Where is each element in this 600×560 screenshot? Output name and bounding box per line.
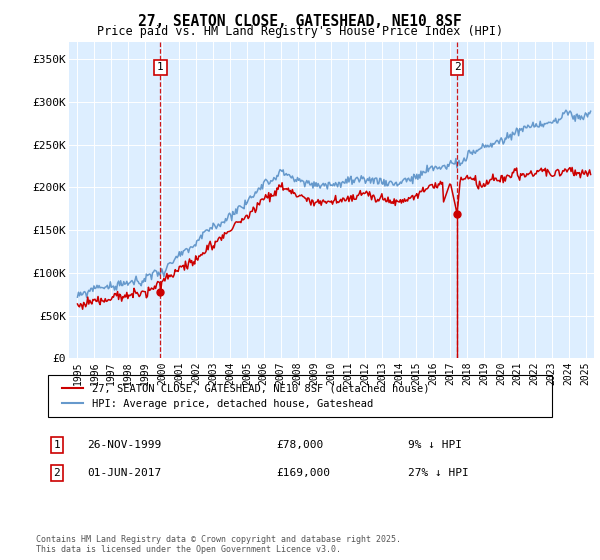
Text: £169,000: £169,000 xyxy=(276,468,330,478)
Text: Contains HM Land Registry data © Crown copyright and database right 2025.
This d: Contains HM Land Registry data © Crown c… xyxy=(36,535,401,554)
Text: 27% ↓ HPI: 27% ↓ HPI xyxy=(408,468,469,478)
Text: 1: 1 xyxy=(157,62,164,72)
Text: 2: 2 xyxy=(454,62,461,72)
Text: 9% ↓ HPI: 9% ↓ HPI xyxy=(408,440,462,450)
Legend: 27, SEATON CLOSE, GATESHEAD, NE10 8SF (detached house), HPI: Average price, deta: 27, SEATON CLOSE, GATESHEAD, NE10 8SF (d… xyxy=(58,380,433,413)
Text: 27, SEATON CLOSE, GATESHEAD, NE10 8SF: 27, SEATON CLOSE, GATESHEAD, NE10 8SF xyxy=(138,14,462,29)
Text: 01-JUN-2017: 01-JUN-2017 xyxy=(87,468,161,478)
Text: 2: 2 xyxy=(53,468,61,478)
Text: 26-NOV-1999: 26-NOV-1999 xyxy=(87,440,161,450)
Text: Price paid vs. HM Land Registry's House Price Index (HPI): Price paid vs. HM Land Registry's House … xyxy=(97,25,503,38)
Text: £78,000: £78,000 xyxy=(276,440,323,450)
Text: 1: 1 xyxy=(53,440,61,450)
